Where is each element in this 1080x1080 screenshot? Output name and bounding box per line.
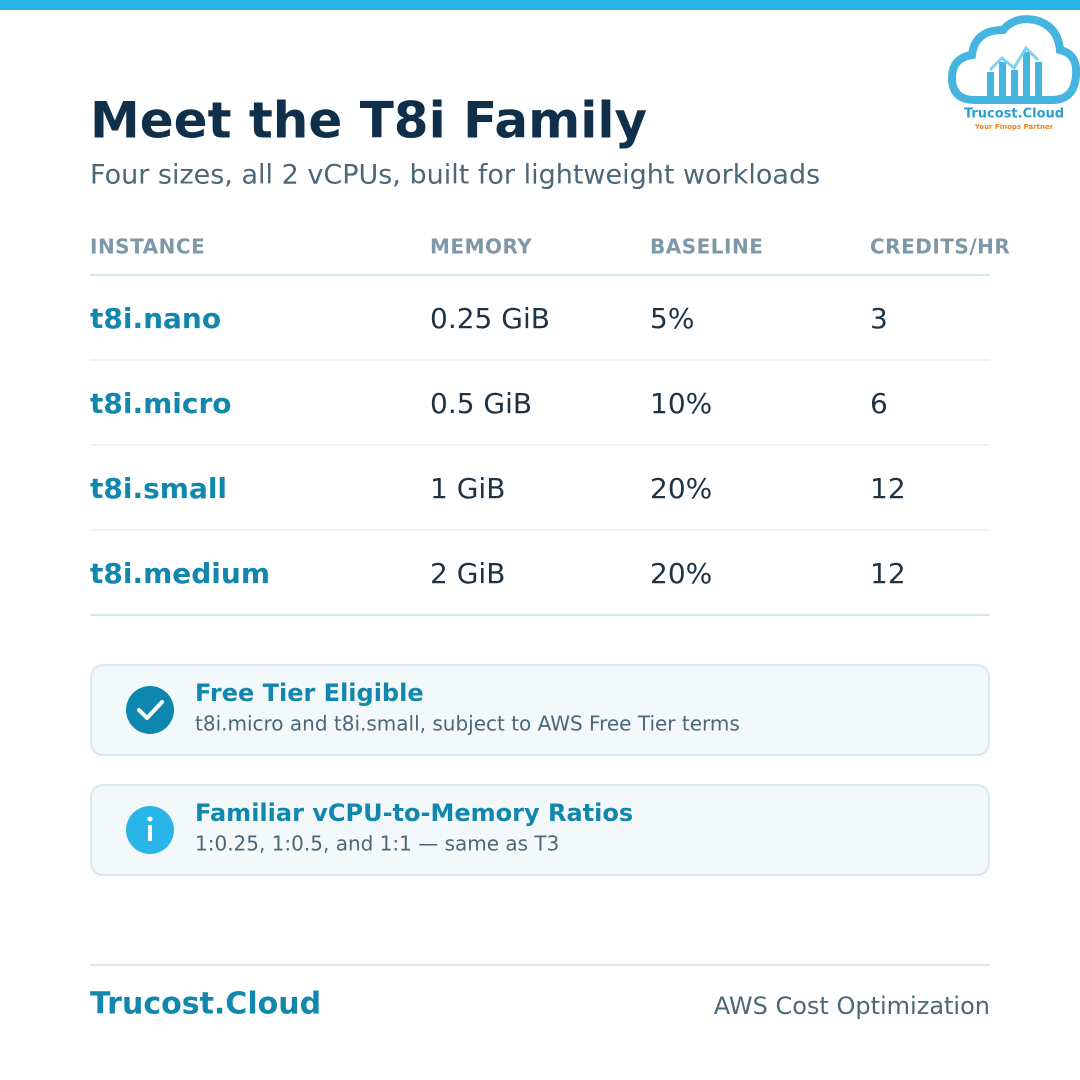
cell: 1 GiB <box>430 472 505 505</box>
top-bar <box>0 0 1080 10</box>
callout-icon <box>126 686 174 734</box>
cell: 20% <box>650 557 712 590</box>
footer-brand: Trucost.Cloud <box>90 987 321 1022</box>
cell: 2 GiB <box>430 557 505 590</box>
title: Meet the T8i Family <box>90 92 647 150</box>
column-header: CREDITS/HR <box>870 235 1010 259</box>
cell: 0.5 GiB <box>430 387 532 420</box>
cell: 10% <box>650 387 712 420</box>
info-dot <box>147 816 153 822</box>
cell: 12 <box>870 557 906 590</box>
cell: 20% <box>650 472 712 505</box>
callout-text: t8i.micro and t8i.small, subject to AWS … <box>195 712 740 736</box>
column-header: INSTANCE <box>90 235 205 259</box>
callout-box <box>90 784 990 876</box>
logo: Trucost.Cloud Your Finops Partner <box>947 15 1080 131</box>
callout-text: 1:0.25, 1:0.5, and 1:1 — same as T3 <box>195 832 559 856</box>
callout-box <box>90 664 990 756</box>
cell: 5% <box>650 302 694 335</box>
cell: 3 <box>870 302 888 335</box>
instance-name: t8i.small <box>90 472 227 505</box>
logo-name: Trucost.Cloud <box>964 107 1064 122</box>
column-header: BASELINE <box>650 235 763 259</box>
column-header: MEMORY <box>430 235 532 259</box>
check-mark <box>137 700 164 720</box>
instance-name: t8i.micro <box>90 387 232 420</box>
instance-name: t8i.medium <box>90 557 270 590</box>
footer-tagline: AWS Cost Optimization <box>714 992 990 1020</box>
callout: Free Tier Eligible t8i.micro and t8i.smal… <box>90 664 990 756</box>
logo-tagline: Your Finops Partner <box>974 123 1054 131</box>
cell: 12 <box>870 472 906 505</box>
cell: 6 <box>870 387 888 420</box>
callout: Familiar vCPU-to-Memory Ratios 1:0.25, 1:… <box>90 784 990 876</box>
table: INSTANCE MEMORY BASELINE CREDITS/HR t8i.nano… <box>90 235 1010 616</box>
info-stem <box>148 825 152 841</box>
cell: 0.25 GiB <box>430 302 550 335</box>
callout-title: Free Tier Eligible <box>195 679 424 707</box>
callout-title: Familiar vCPU-to-Memory Ratios <box>195 799 633 827</box>
subtitle: Four sizes, all 2 vCPUs, built for light… <box>90 160 820 191</box>
callouts: Free Tier Eligible t8i.micro and t8i.smal… <box>90 664 990 876</box>
instance-name: t8i.nano <box>90 302 221 335</box>
